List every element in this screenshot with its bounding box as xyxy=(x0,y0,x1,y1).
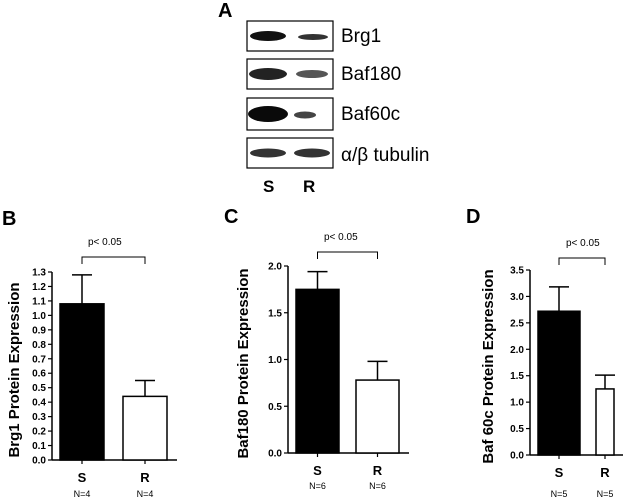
bar-charts: B 0.0 0.1 0.2 0.3 0.4 0.5 0.6 0.7 0.8 0.9 1.0 1.1 1.2… xyxy=(2,206,623,499)
bar-r xyxy=(595,388,615,456)
y-tick-label: 0.5 xyxy=(510,424,524,435)
y-tick-label: 2.0 xyxy=(510,345,524,356)
band-r xyxy=(296,70,328,78)
band-s xyxy=(248,106,288,122)
significance-bracket xyxy=(558,257,606,265)
n-label-s: N=4 xyxy=(74,489,91,499)
y-tick-label: 0.9 xyxy=(32,325,46,336)
bar-r xyxy=(355,379,400,454)
n-label-r: N=6 xyxy=(369,481,386,491)
y-tick-label: 1.5 xyxy=(268,308,282,319)
lane-label-r: R xyxy=(303,177,315,196)
y-tick-label: 1.5 xyxy=(510,371,524,382)
blot-label-baf60c: Baf60c xyxy=(341,104,400,125)
y-tick-label: 0.8 xyxy=(32,340,46,351)
category-label-s: S xyxy=(313,463,322,478)
y-tick-label: 0.5 xyxy=(268,402,282,413)
bar-chart-b: B 0.0 0.1 0.2 0.3 0.4 0.5 0.6 0.7 0.8 0.9 1.0 1.1 1.2… xyxy=(2,208,177,499)
y-tick-label: 3.5 xyxy=(510,266,524,277)
y-tick-label: 0.7 xyxy=(32,354,46,365)
n-label-s: N=5 xyxy=(551,489,568,499)
y-tick-label: 0.1 xyxy=(32,441,46,452)
category-label-r: R xyxy=(140,470,150,485)
blot-strip-baf60c: Baf60c xyxy=(246,97,400,131)
blot-label-baf180: Baf180 xyxy=(341,64,401,85)
y-tick-label: 3.0 xyxy=(510,292,524,303)
panel-letter-a: A xyxy=(218,0,232,22)
bar-chart-d: D 0.0 0.5 1.0 1.5 2.0 2.5 3.0 3.5 S N=5 R N=5 p< 0.05… xyxy=(466,206,623,499)
blot-label-brg1: Brg1 xyxy=(341,26,381,47)
y-tick-label: 0.4 xyxy=(32,398,46,409)
y-tick-label: 1.3 xyxy=(32,268,46,279)
n-label-r: N=5 xyxy=(597,489,614,499)
blot-strip-tubulin: α/β tubulin xyxy=(246,137,429,169)
y-tick-label: 0.0 xyxy=(510,451,524,462)
panel-a-western-blot: A Brg1 Baf180 Baf60c α/β tubulin S R xyxy=(218,0,429,196)
y-tick-label: 1.2 xyxy=(32,282,46,293)
panel-letter-c: C xyxy=(224,206,238,228)
band-r xyxy=(294,111,316,119)
n-label-s: N=6 xyxy=(309,481,326,491)
y-tick-label: 2.5 xyxy=(510,318,524,329)
panel-letter-d: D xyxy=(466,206,480,228)
p-value-annotation: p< 0.05 xyxy=(88,237,122,248)
y-tick-label: 0.2 xyxy=(32,427,46,438)
y-axis-title: Baf180 Protein Expression xyxy=(235,268,252,458)
lane-label-s: S xyxy=(263,177,274,196)
y-tick-label: 0.3 xyxy=(32,412,46,423)
bar-r xyxy=(122,395,168,461)
p-value-annotation: p< 0.05 xyxy=(324,232,358,243)
y-tick-label: 0.0 xyxy=(32,456,46,467)
blot-strip-brg1: Brg1 xyxy=(246,20,381,52)
band-r xyxy=(294,148,330,158)
bar-s xyxy=(59,303,105,461)
band-r xyxy=(298,34,328,40)
y-tick-label: 0.5 xyxy=(32,383,46,394)
y-axis-title: Brg1 Protein Expression xyxy=(6,282,23,457)
band-s xyxy=(250,148,286,158)
band-s xyxy=(250,31,286,41)
y-tick-label: 2.0 xyxy=(268,262,282,273)
y-tick-label: 1.0 xyxy=(510,398,524,409)
blot-label-tubulin: α/β tubulin xyxy=(341,145,429,166)
bar-s xyxy=(295,288,340,454)
band-s xyxy=(249,68,287,80)
n-label-r: N=4 xyxy=(137,489,154,499)
y-tick-label: 1.0 xyxy=(268,355,282,366)
p-value-annotation: p< 0.05 xyxy=(566,238,600,249)
y-axis-title: Baf 60c Protein Expression xyxy=(480,269,497,463)
bar-s xyxy=(537,310,581,456)
category-label-s: S xyxy=(555,465,564,480)
significance-bracket xyxy=(81,256,146,264)
blot-strip-baf180: Baf180 xyxy=(246,58,401,90)
y-tick-label: 1.1 xyxy=(32,296,46,307)
category-label-r: R xyxy=(600,465,610,480)
y-tick-label: 0.0 xyxy=(268,449,282,460)
bar-chart-c: C 0.0 0.5 1.0 1.5 2.0 S N=6 R N=6 p< 0.05 Baf180 Pr… xyxy=(224,206,409,491)
category-label-r: R xyxy=(373,463,383,478)
y-tick-label: 1.0 xyxy=(32,311,46,322)
y-tick-label: 0.6 xyxy=(32,369,46,380)
panel-letter-b: B xyxy=(2,208,16,230)
category-label-s: S xyxy=(78,470,87,485)
significance-bracket xyxy=(317,251,378,259)
